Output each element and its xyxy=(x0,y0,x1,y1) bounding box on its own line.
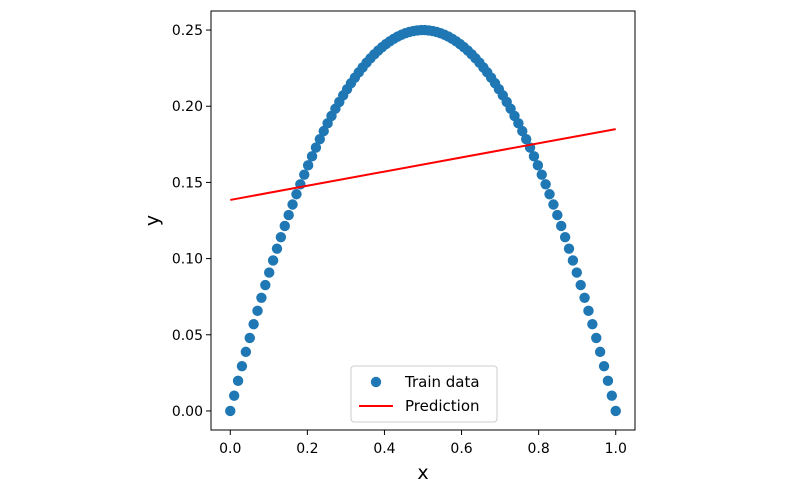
x-tick-label: 0.0 xyxy=(219,441,241,457)
train-data-point xyxy=(310,142,322,153)
train-data-point xyxy=(532,160,544,171)
train-data-point xyxy=(536,169,547,180)
y-axis-title: y xyxy=(142,215,164,226)
train-data-point xyxy=(291,189,302,200)
train-data-point xyxy=(236,360,248,372)
train-data-point xyxy=(610,405,621,417)
train-data-point xyxy=(275,231,287,243)
train-data-point xyxy=(567,255,579,266)
legend-box xyxy=(350,365,498,423)
train-data-point xyxy=(587,319,598,330)
train-data-point xyxy=(559,231,571,243)
train-data-point xyxy=(252,305,263,317)
train-data-point xyxy=(528,151,540,162)
train-data-point xyxy=(591,332,602,344)
train-data-point xyxy=(260,279,271,291)
train-data-point xyxy=(232,375,244,386)
train-data-point xyxy=(598,360,610,372)
train-data-point xyxy=(225,405,236,417)
y-tick-label: 0.00 xyxy=(172,404,203,420)
train-data-point xyxy=(267,255,279,266)
train-data-point xyxy=(517,125,528,137)
train-data-point xyxy=(520,134,532,145)
train-data-point xyxy=(248,319,259,330)
prediction-series xyxy=(230,128,616,201)
legend-marker-train-data xyxy=(370,376,382,388)
train-data-point xyxy=(306,151,318,162)
y-tick-label: 0.15 xyxy=(172,175,203,191)
train-data-points xyxy=(225,24,621,417)
train-data-point xyxy=(563,243,575,254)
train-data-point xyxy=(575,279,586,291)
train-data-point xyxy=(244,332,255,344)
train-data-point xyxy=(240,346,252,358)
x-tick-label: 0.8 xyxy=(528,441,550,457)
train-data-point xyxy=(513,118,524,129)
legend-label-train-data: Train data xyxy=(404,373,480,391)
train-data-point xyxy=(594,346,606,358)
x-tick-label: 1.0 xyxy=(605,441,627,457)
prediction-line xyxy=(230,128,616,201)
train-data-point xyxy=(318,125,329,137)
legend: Train data Prediction xyxy=(350,365,498,423)
train-data-point xyxy=(256,292,267,303)
train-data-point xyxy=(271,243,283,254)
train-data-point xyxy=(279,220,290,232)
train-data-point xyxy=(556,220,567,232)
train-data-point xyxy=(606,390,618,401)
y-tick-label: 0.05 xyxy=(172,328,203,344)
x-axis-ticks: 0.0 0.2 0.4 0.6 0.8 1.0 xyxy=(219,430,627,457)
x-tick-label: 0.6 xyxy=(450,441,472,457)
train-data-point xyxy=(302,160,314,171)
x-axis-title: x xyxy=(417,462,428,484)
train-data-point xyxy=(544,189,555,200)
train-data-point xyxy=(314,134,326,145)
train-data-point xyxy=(579,292,590,303)
y-tick-label: 0.25 xyxy=(172,23,203,39)
train-data-point xyxy=(583,305,594,317)
plot-frame xyxy=(210,10,636,431)
train-data-point xyxy=(264,267,275,278)
legend-label-prediction: Prediction xyxy=(405,397,480,415)
train-data-point xyxy=(602,375,614,386)
train-data-point xyxy=(283,209,294,221)
train-data-point xyxy=(540,179,551,190)
x-tick-label: 0.2 xyxy=(296,441,318,457)
train-data-point xyxy=(228,390,240,401)
y-axis-ticks: 0.00 0.05 0.10 0.15 0.20 0.25 xyxy=(172,23,211,420)
x-tick-label: 0.4 xyxy=(373,441,395,457)
train-data-point xyxy=(571,267,582,278)
y-tick-label: 0.10 xyxy=(172,252,203,268)
train-data-point xyxy=(299,169,310,180)
train-data-point xyxy=(287,199,298,210)
y-tick-label: 0.20 xyxy=(172,99,203,115)
train-data-point xyxy=(548,199,559,210)
train-data-point xyxy=(552,209,563,221)
